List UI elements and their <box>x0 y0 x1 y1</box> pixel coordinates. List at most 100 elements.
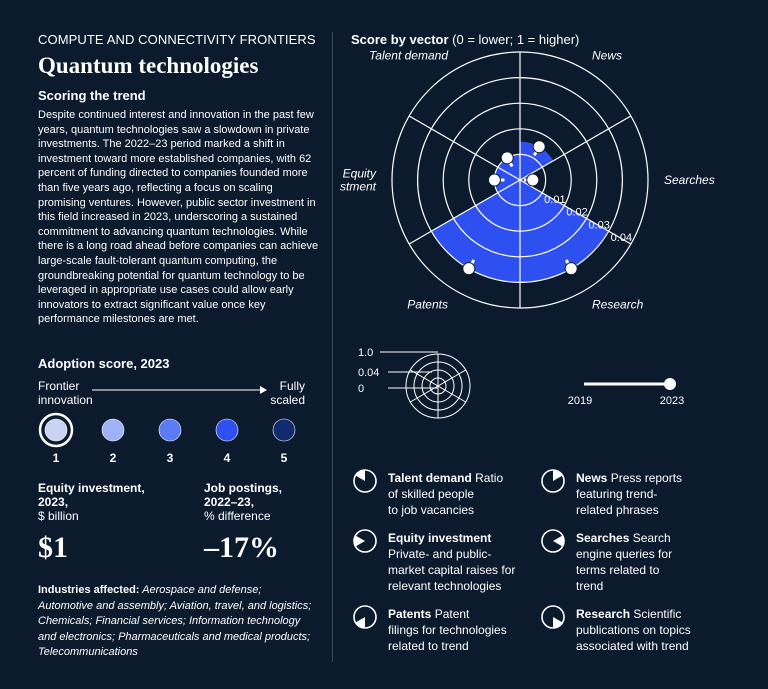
legend-desc: to job vacancies <box>388 503 475 517</box>
column-divider <box>332 32 333 662</box>
grid-spoke <box>519 115 632 181</box>
adoption-level-label: 3 <box>167 451 174 465</box>
legend-desc: filings for technologies <box>388 623 507 637</box>
key-year-point <box>664 378 676 390</box>
legend-desc: related to trend <box>388 639 469 653</box>
adoption-scale: 1 2 3 4 5 <box>38 412 296 465</box>
adoption-level-label: 2 <box>110 451 117 465</box>
trend-point-talent-demand <box>500 151 514 165</box>
adoption-level-3 <box>158 418 182 442</box>
jobs-value: –17% <box>204 531 279 564</box>
searches-icon <box>541 529 565 553</box>
legend-desc: terms related to <box>576 563 660 577</box>
jobs-label-1: Job postings, <box>204 481 282 495</box>
key-scale-label: 0.04 <box>358 367 379 379</box>
legend-name: Equity investment <box>388 531 492 545</box>
adoption-level-label: 1 <box>53 451 60 465</box>
jobs-unit: % difference <box>204 509 271 523</box>
wedge-equity-investment <box>494 167 520 193</box>
legend-name: Talent demand <box>388 471 472 485</box>
wedge-research <box>520 180 609 283</box>
legend-name: Searches <box>576 531 630 545</box>
legend-name: Patents <box>388 607 432 621</box>
adoption-title: Adoption score, 2023 <box>38 356 170 371</box>
legend-desc: Search <box>629 531 671 545</box>
grid-spoke <box>408 115 521 181</box>
legend-desc: market capital raises for <box>388 563 516 577</box>
legend-item-patents: Patents Patent filings for technologies re… <box>388 606 507 654</box>
adoption-arrow <box>92 386 267 394</box>
legend-desc: Patent <box>431 607 470 621</box>
legend-desc: Ratio <box>471 471 504 485</box>
grid-spoke <box>408 179 521 245</box>
chart-title-note: (0 = lower; 1 = higher) <box>452 32 580 47</box>
industries-affected: Industries affected: Aerospace and defen… <box>38 583 318 661</box>
grid-spoke <box>519 179 632 245</box>
axis-label-research: Research <box>592 298 644 312</box>
trend-point-equity-investment <box>487 173 501 187</box>
industries-label: Industries affected: <box>38 584 140 596</box>
section-kicker: COMPUTE AND CONNECTIVITY FRONTIERS <box>38 32 316 47</box>
news-icon <box>541 469 565 493</box>
axis-label-patents: Patents <box>407 298 448 312</box>
adoption-high-label: Fully scaled <box>240 379 305 407</box>
equity-label-2: 2023, <box>38 495 69 509</box>
legend-desc: Scientific <box>630 607 682 621</box>
legend-desc: of skilled people <box>388 487 475 501</box>
trend-point-searches <box>526 173 540 187</box>
patents-icon <box>353 605 377 629</box>
equity-value: $1 <box>38 531 68 564</box>
axis-label-talent-demand: Talent demand <box>369 50 448 62</box>
legend-name: Research <box>576 607 631 621</box>
key-scale-label: 1.0 <box>358 347 373 359</box>
axis-label-searches: Searches <box>664 173 715 187</box>
polar-chart: 0.010.020.030.04 News Searches Research Pate… <box>340 50 715 312</box>
legend-item-searches: Searches Search engine queries for terms r… <box>576 530 672 594</box>
jobs-label-2: 2022–23, <box>204 495 255 509</box>
legend-desc: Private- and public- <box>388 547 492 561</box>
key-spoke <box>437 385 466 403</box>
key-spoke <box>410 369 439 387</box>
ring-label: 0.04 <box>611 232 632 244</box>
legend-desc: relevant technologies <box>388 579 502 593</box>
adoption-level-label: 5 <box>281 451 288 465</box>
equity-stat: Equity investment, 2023, $ billion $1 <box>38 481 145 565</box>
adoption-level-label: 4 <box>224 451 231 465</box>
talent-demand-icon <box>353 469 377 493</box>
legend-desc: associated with trend <box>576 639 689 653</box>
section-subhead: Scoring the trend <box>38 88 146 103</box>
equity-investment-icon <box>353 529 377 553</box>
jobs-stat: Job postings, 2022–23, % difference –17% <box>204 481 282 565</box>
key-scale-label: 0 <box>358 383 364 395</box>
ring-label: 0.03 <box>589 219 610 231</box>
legend-name: News <box>576 471 608 485</box>
page-title: Quantum technologies <box>38 53 259 78</box>
adoption-high-line-1: Fully <box>279 379 305 393</box>
legend-desc: featuring trend- <box>576 487 658 501</box>
legend-desc: related phrases <box>576 503 659 517</box>
wedge-patents <box>431 180 520 283</box>
adoption-selected-ring <box>38 412 74 448</box>
key-year-start: 2019 <box>568 395 592 407</box>
equity-unit: $ billion <box>38 509 79 523</box>
trend-point-research <box>564 262 578 276</box>
adoption-level-5 <box>272 418 296 442</box>
ring-label: 0.01 <box>544 194 565 206</box>
legend-item-talent-demand: Talent demand Ratio of skilled people to j… <box>388 470 503 518</box>
legend-item-research: Research Scientific publications on topic… <box>576 606 691 654</box>
adoption-low-line-1: Frontier <box>38 379 80 393</box>
adoption-level-4 <box>215 418 239 442</box>
adoption-high-line-2: scaled <box>270 393 305 407</box>
legend-item-news: News Press reports featuring trend-relate… <box>576 470 682 518</box>
legend-item-equity-investment: Equity investment Private- and public-mar… <box>388 530 515 594</box>
industries-list: Aerospace and defense; Automotive and as… <box>38 584 312 659</box>
legend-desc: publications on topics <box>576 623 691 637</box>
key-spoke <box>410 385 439 403</box>
adoption-low-label: Frontier innovation <box>38 379 93 407</box>
adoption-low-line-2: innovation <box>38 393 93 407</box>
legend-desc: engine queries for <box>576 547 673 561</box>
legend-desc: trend <box>576 579 604 593</box>
key-year-end: 2023 <box>660 395 684 407</box>
trend-point-news <box>532 140 546 154</box>
